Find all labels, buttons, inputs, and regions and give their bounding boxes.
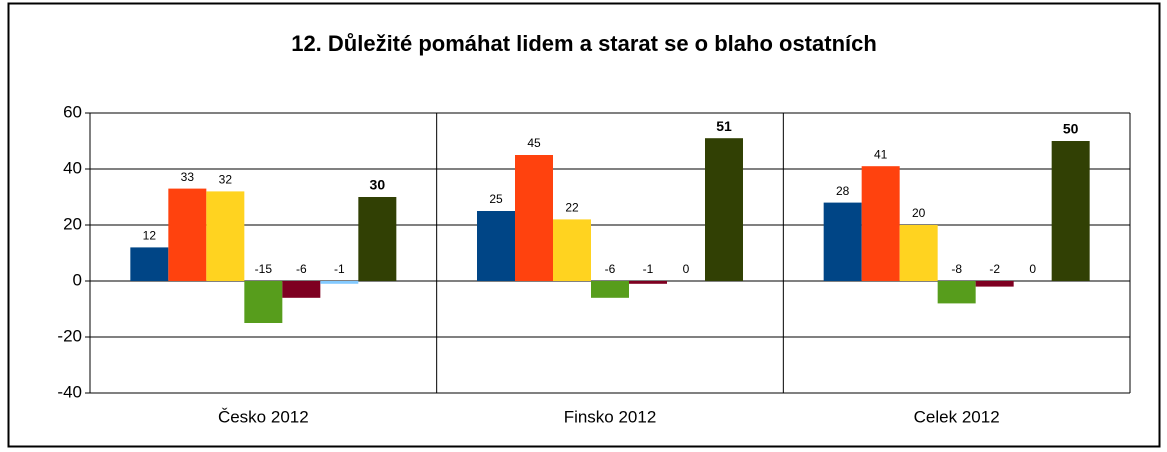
x-tick-label: Celek 2012 [914, 407, 1000, 426]
data-label: -8 [951, 262, 962, 276]
data-label: -1 [643, 262, 654, 276]
data-label: 0 [1029, 262, 1036, 276]
bar [1051, 141, 1090, 281]
data-label: 28 [836, 184, 850, 198]
data-label: 0 [683, 262, 690, 276]
bar [705, 138, 743, 281]
data-label: 22 [565, 201, 579, 215]
data-label: -2 [989, 262, 1000, 276]
bar [320, 281, 359, 284]
y-tick-label: 0 [73, 270, 82, 289]
bar [629, 281, 667, 284]
bar [899, 225, 938, 281]
bar [282, 281, 321, 298]
data-label: 20 [912, 206, 926, 220]
bar [975, 281, 1014, 287]
bar [477, 211, 515, 281]
y-tick-label: 60 [63, 102, 82, 121]
y-tick-label: -20 [57, 326, 82, 345]
bar [937, 281, 976, 304]
bar [244, 281, 283, 323]
data-label: 12 [143, 229, 157, 243]
x-tick-label: Finsko 2012 [564, 407, 657, 426]
bar [168, 188, 207, 281]
y-tick-label: 20 [63, 214, 82, 233]
data-label: 32 [219, 173, 233, 187]
data-label: 45 [527, 136, 541, 150]
data-label: 50 [1063, 121, 1079, 137]
bar [515, 155, 553, 281]
y-tick-label: -40 [57, 382, 82, 401]
bar [861, 166, 900, 281]
data-label: 33 [181, 170, 195, 184]
data-label: 30 [370, 177, 386, 193]
data-label: 51 [716, 118, 732, 134]
bar [130, 247, 169, 281]
data-label: -6 [296, 262, 307, 276]
bar [553, 219, 591, 281]
data-label: 25 [489, 192, 503, 206]
bar [206, 191, 245, 281]
data-label: -1 [334, 262, 345, 276]
bar [823, 202, 862, 281]
chart-title: 12. Důležité pomáhat lidem a starat se o… [291, 31, 877, 56]
bar [591, 281, 629, 298]
x-tick-label: Česko 2012 [218, 407, 309, 426]
data-label: -15 [255, 262, 273, 276]
y-tick-label: 40 [63, 158, 82, 177]
data-label: -6 [605, 262, 616, 276]
data-label: 41 [874, 147, 888, 161]
bar [358, 197, 397, 281]
